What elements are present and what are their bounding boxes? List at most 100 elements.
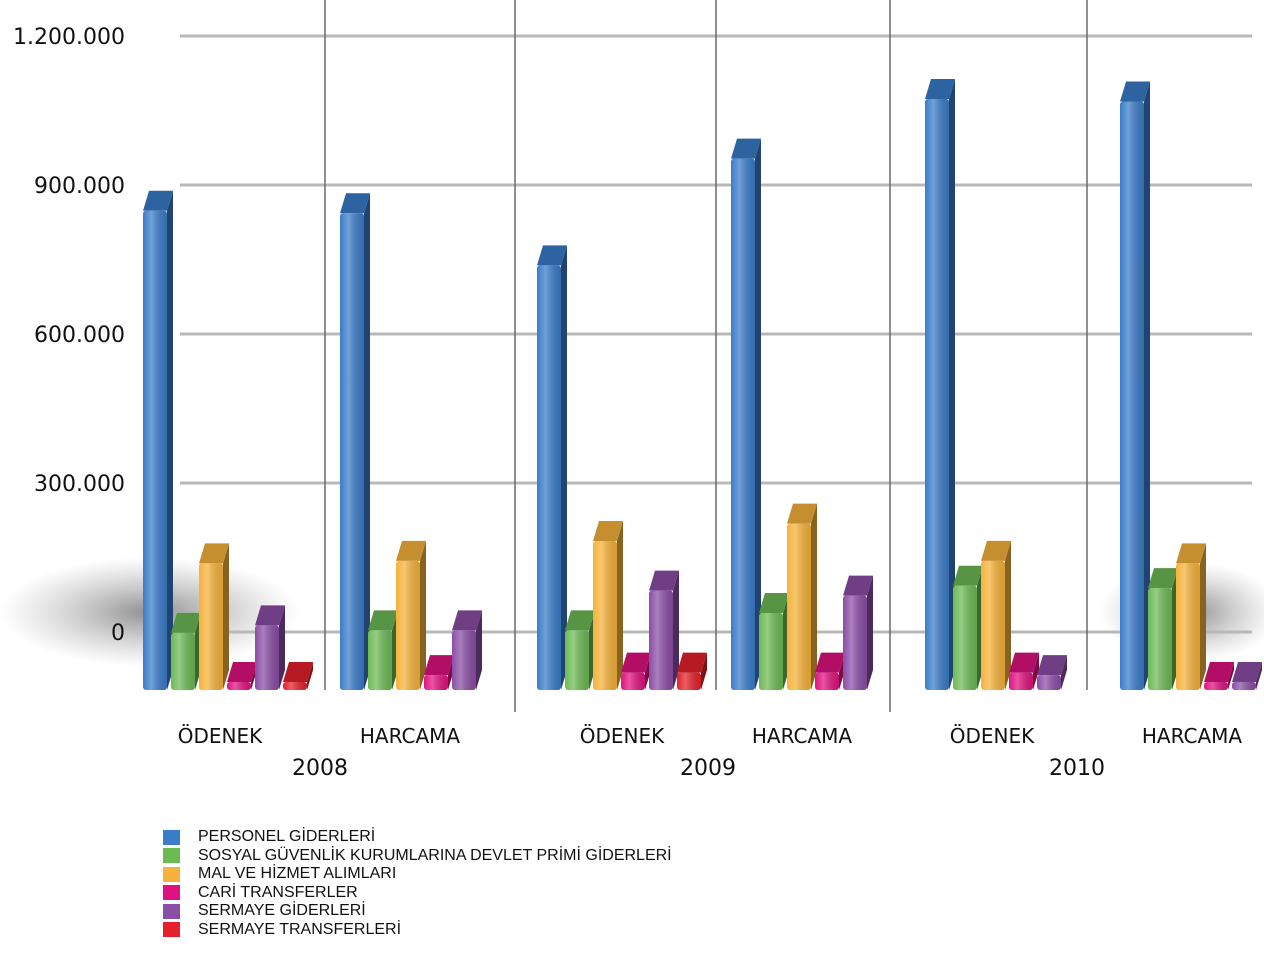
legend-item: SERMAYE GİDERLERİ — [163, 902, 672, 921]
bar — [396, 540, 426, 690]
bar-highlight — [759, 613, 783, 690]
bar-side — [755, 138, 761, 691]
bar-highlight — [1204, 682, 1228, 690]
bar-highlight — [925, 98, 949, 690]
bar — [340, 193, 370, 690]
bar-side — [476, 610, 482, 690]
bar-top — [925, 78, 955, 99]
bar — [1176, 543, 1206, 690]
category-label: HARCAMA — [752, 724, 853, 748]
bar-highlight — [565, 630, 589, 690]
y-tick-label: 1.200.000 — [13, 25, 125, 50]
bar — [1232, 662, 1262, 690]
bar — [1148, 568, 1178, 690]
bar-side — [617, 521, 623, 690]
bar-side — [1033, 652, 1039, 690]
bar — [537, 245, 567, 690]
year-label: 2009 — [680, 756, 736, 781]
legend-item: PERSONEL GİDERLERİ — [163, 828, 672, 847]
bar — [1120, 81, 1150, 690]
legend: PERSONEL GİDERLERİ SOSYAL GÜVENLİK KURUML… — [163, 828, 672, 939]
bar-top — [953, 565, 983, 586]
bar-top — [565, 610, 595, 631]
bar-top — [815, 652, 845, 673]
bar-chart: 0 300.000 600.000 900.000 1.200.000 ÖDENEK HA… — [0, 0, 1264, 781]
bar — [199, 543, 229, 690]
bar-highlight — [1037, 675, 1061, 690]
bar-highlight — [537, 265, 561, 690]
bar-side — [949, 78, 955, 690]
legend-label: SOSYAL GÜVENLİK KURUMLARINA DEVLET PRİMİ… — [198, 846, 672, 864]
legend-swatch — [163, 829, 180, 845]
bar-highlight — [171, 632, 195, 690]
bar — [171, 612, 201, 690]
y-tick-label: 300.000 — [34, 472, 125, 497]
bar-highlight — [677, 672, 701, 690]
bar-highlight — [593, 541, 617, 690]
bar — [283, 662, 313, 690]
bar-top — [1204, 662, 1234, 682]
legend-item: SOSYAL GÜVENLİK KURUMLARINA DEVLET PRİMİ… — [163, 847, 672, 866]
bar-side — [1144, 81, 1150, 690]
category-label: ÖDENEK — [950, 724, 1035, 748]
bar-top — [1120, 81, 1150, 102]
bar-top — [843, 575, 873, 596]
bar-side — [167, 190, 173, 690]
y-tick-label: 0 — [111, 621, 125, 646]
bar-top — [340, 193, 370, 214]
bar-highlight — [396, 560, 420, 690]
bar — [452, 610, 482, 690]
category-label: ÖDENEK — [178, 724, 263, 748]
bar-highlight — [1120, 101, 1144, 690]
legend-item: MAL VE HİZMET ALIMLARI — [163, 865, 672, 884]
bar-top — [981, 540, 1011, 561]
bar-side — [1256, 662, 1262, 690]
bar-side — [673, 570, 679, 690]
bar — [787, 503, 817, 690]
bar-top — [1176, 543, 1206, 564]
bar — [677, 652, 707, 690]
legend-swatch — [163, 922, 180, 938]
year-label: 2010 — [1049, 756, 1105, 781]
legend-item: CARİ TRANSFERLER — [163, 884, 672, 903]
bar-top — [396, 540, 426, 561]
bar — [565, 610, 595, 690]
bar-highlight — [1232, 682, 1256, 690]
bar-side — [1005, 540, 1011, 690]
legend-swatch — [163, 903, 180, 919]
bar — [843, 575, 873, 690]
bar-top — [649, 570, 679, 591]
bar-highlight — [283, 682, 307, 690]
bar-top — [1009, 652, 1039, 673]
bar-highlight — [199, 563, 223, 690]
bar — [953, 565, 983, 690]
bar-side — [279, 605, 285, 690]
legend-label: SERMAYE TRANSFERLERİ — [198, 920, 402, 938]
bar-top — [787, 503, 817, 524]
bar — [1009, 652, 1039, 690]
bar-highlight — [815, 672, 839, 690]
bar — [255, 605, 285, 690]
bar-top — [143, 190, 173, 211]
category-label: HARCAMA — [360, 724, 461, 748]
bar-top — [424, 655, 454, 676]
bar — [227, 662, 257, 690]
bar-side — [561, 245, 567, 690]
bar — [759, 593, 789, 690]
bar — [368, 610, 398, 690]
category-label: ÖDENEK — [580, 724, 665, 748]
bar — [143, 190, 173, 690]
legend-swatch — [163, 885, 180, 901]
legend-label: PERSONEL GİDERLERİ — [198, 828, 376, 846]
bar-top — [227, 662, 257, 682]
legend-swatch — [163, 848, 180, 864]
bar-highlight — [1009, 672, 1033, 690]
bar-highlight — [340, 213, 364, 690]
bar-highlight — [649, 590, 673, 690]
bar-top — [368, 610, 398, 631]
bar-highlight — [787, 523, 811, 690]
bar — [424, 655, 454, 690]
bar-highlight — [424, 675, 448, 690]
bar — [649, 570, 679, 690]
bar — [621, 652, 651, 690]
